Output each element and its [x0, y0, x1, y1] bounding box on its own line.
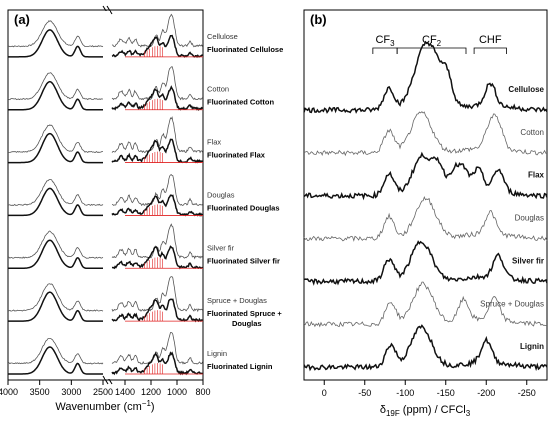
fluorinated-series-label: Fluorinated Silver fir [207, 256, 280, 265]
fluorinated-spectrum-high [8, 239, 103, 270]
raw-series-label: Lignin [207, 349, 227, 358]
fluorinated-spectrum-low [111, 85, 203, 111]
region-label-main: CHF [479, 34, 502, 46]
region-label-main: CF [375, 34, 390, 46]
region-bracket [473, 47, 507, 54]
fluorinated-series-label: Fluorinated Douglas [207, 203, 280, 212]
fluorinated-spectrum-high [8, 80, 103, 111]
panel-a-tick-label: 3500 [30, 387, 50, 397]
panel-b-tick-label: -50 [358, 388, 371, 398]
fluorinated-spectrum-low [111, 245, 203, 270]
raw-series-label: Douglas [207, 190, 235, 199]
nmr-spectrum [303, 40, 548, 114]
fluorinated-series-label: Fluorinated Cellulose [207, 45, 283, 54]
panel-a-tick-label: 4000 [0, 387, 18, 397]
nmr-series-label: Cellulose [508, 85, 544, 94]
raw-spectrum-low [111, 276, 203, 313]
raw-spectrum-high [7, 124, 104, 154]
panel-b-x-axis-label: δ19F (ppm) / CFCl3 [380, 404, 471, 418]
panel-b-tick-label: 0 [322, 388, 327, 398]
nmr-spectrum [303, 240, 548, 286]
raw-spectrum-low [111, 332, 203, 365]
nmr-series-label: Cotton [520, 128, 544, 137]
nmr-series-label: Silver fir [512, 256, 544, 265]
fluorinated-spectrum-high [8, 291, 103, 322]
fluorinated-spectrum-low [111, 351, 203, 376]
nmr-spectrum [303, 195, 548, 242]
panel-b-series-labels: Cellulose Cotton Flax Douglas Silver fir Spru… [480, 85, 544, 351]
fluorinated-spectrum-high [8, 29, 103, 58]
panel-b-region-annotations: CF3 CF 2 CHF [372, 34, 507, 54]
panel-a-x-ticks: 4000 3500 3000 2500 1400 1200 1000 800 [0, 380, 211, 397]
nmr-spectrum [303, 111, 548, 157]
fluorinated-series-label: Fluorinated Cotton [207, 98, 274, 107]
panel-a-tick-label: 1000 [167, 387, 187, 397]
panel-a-curves [7, 13, 204, 376]
panel-a-x-axis-label: Wavenumber (cm−1) [55, 399, 154, 413]
axis-break-gap [105, 11, 110, 379]
raw-series-label: Flax [207, 138, 221, 147]
fluorinated-series-label: Fluorinated Lignin [207, 362, 273, 371]
fluorinated-spectrum-low [111, 298, 203, 323]
nmr-spectrum [303, 151, 548, 201]
region-label-sub: 2 [437, 39, 442, 48]
raw-spectrum-low [111, 116, 203, 154]
panel-b-label: (b) [310, 12, 327, 27]
fluorinated-spectrum-high [8, 346, 103, 375]
panel-b-tick-label: -100 [396, 388, 414, 398]
raw-spectrum-high [7, 230, 104, 259]
fluorinated-spectrum-low [111, 194, 204, 218]
region-label: CF3 [375, 34, 395, 48]
raw-spectrum-high [7, 283, 104, 312]
raw-spectrum-high [7, 338, 104, 365]
region-bracket [396, 47, 467, 54]
panel-b-tick-label: -250 [518, 388, 536, 398]
panel-b: (b) CF3 CF 2 CHF 0 -50 -100 -150 -200 -250 Cellu… [303, 9, 548, 418]
region-label: CHF [479, 34, 502, 46]
panel-b-x-ticks: 0 -50 -100 -150 -200 -250 [322, 380, 536, 398]
nmr-series-label: Douglas [515, 214, 544, 223]
raw-spectrum-low [111, 13, 203, 48]
raw-spectrum-low [111, 174, 203, 207]
fluorinated-series-label: Fluorinated Spruce + [207, 309, 282, 318]
raw-spectrum-high [7, 179, 104, 206]
nmr-series-label: Spruce + Douglas [480, 299, 544, 308]
raw-series-label: Spruce + Douglas [207, 296, 267, 305]
raw-spectrum-high [7, 20, 104, 48]
panel-b-tick-label: -150 [437, 388, 455, 398]
fluorinated-spectrum-low [111, 34, 203, 59]
panel-a-tick-label: 3000 [61, 387, 81, 397]
nmr-series-label: Flax [528, 171, 545, 180]
fluorinated-spectrum-high [8, 187, 103, 217]
fluorinated-series-label-line2: Douglas [232, 319, 262, 328]
fluorinated-series-label: Fluorinated Flax [207, 151, 266, 160]
fluorinated-spectrum-high [8, 132, 103, 164]
fluorinated-spectrum-low [111, 138, 203, 164]
raw-series-label: Cotton [207, 85, 229, 94]
raw-series-label: Cellulose [207, 32, 238, 41]
panel-b-curves [303, 40, 548, 372]
nmr-spectrum [303, 281, 548, 328]
panel-a-label: (a) [14, 12, 30, 27]
panel-b-frame [303, 9, 548, 381]
nmr-series-label: Lignin [520, 342, 544, 351]
panel-a: (a) 4000 3500 3000 2500 1400 1200 1000 800 Cell… [0, 5, 283, 413]
raw-spectrum-high [7, 72, 103, 101]
region-bracket [372, 47, 398, 54]
panel-a-series-labels: Cellulose Fluorinated Cellulose Cotton Fluo… [207, 32, 283, 371]
nmr-spectrum [303, 324, 548, 372]
panel-a-tick-label: 1400 [115, 387, 135, 397]
panel-a-tick-label: 2500 [93, 387, 113, 397]
panel-a-tick-label: 1200 [141, 387, 161, 397]
raw-spectrum-low [111, 223, 203, 260]
panel-a-tick-label: 800 [195, 387, 210, 397]
raw-series-label: Silver fir [207, 243, 235, 252]
panel-b-tick-label: -200 [477, 388, 495, 398]
region-label-sub: 3 [390, 39, 395, 48]
raw-spectrum-low [111, 66, 203, 101]
